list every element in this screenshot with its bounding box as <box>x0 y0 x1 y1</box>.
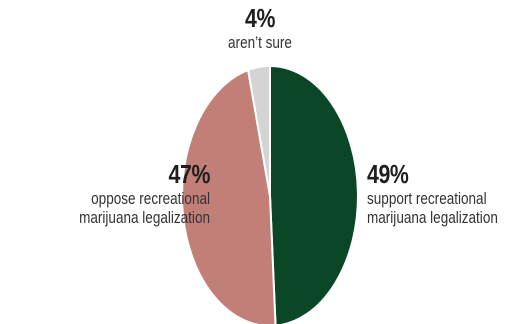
pie-slice-support <box>269 65 359 324</box>
slice-label-unsure: 4% aren’t sure <box>160 3 360 53</box>
pie-slice-oppose <box>181 69 277 324</box>
slice-label-support: 49% support recreational marijuana legal… <box>367 159 524 228</box>
slice-percent-support: 49% <box>367 159 409 189</box>
slice-desc-support-line1: support recreational <box>367 189 487 208</box>
slice-desc-oppose-line1: oppose recreational <box>91 189 210 208</box>
slice-percent-oppose: 47% <box>168 159 211 189</box>
slice-desc-support-line2: marijuana legalization <box>367 208 498 227</box>
pie-slice-unsure <box>247 65 271 197</box>
slice-label-oppose: 47% oppose recreational marijuana legali… <box>0 159 211 228</box>
slice-desc-unsure-line1: aren’t sure <box>228 33 292 52</box>
slice-desc-oppose-line2: marijuana legalization <box>79 208 210 227</box>
slice-percent-unsure: 4% <box>244 3 275 33</box>
